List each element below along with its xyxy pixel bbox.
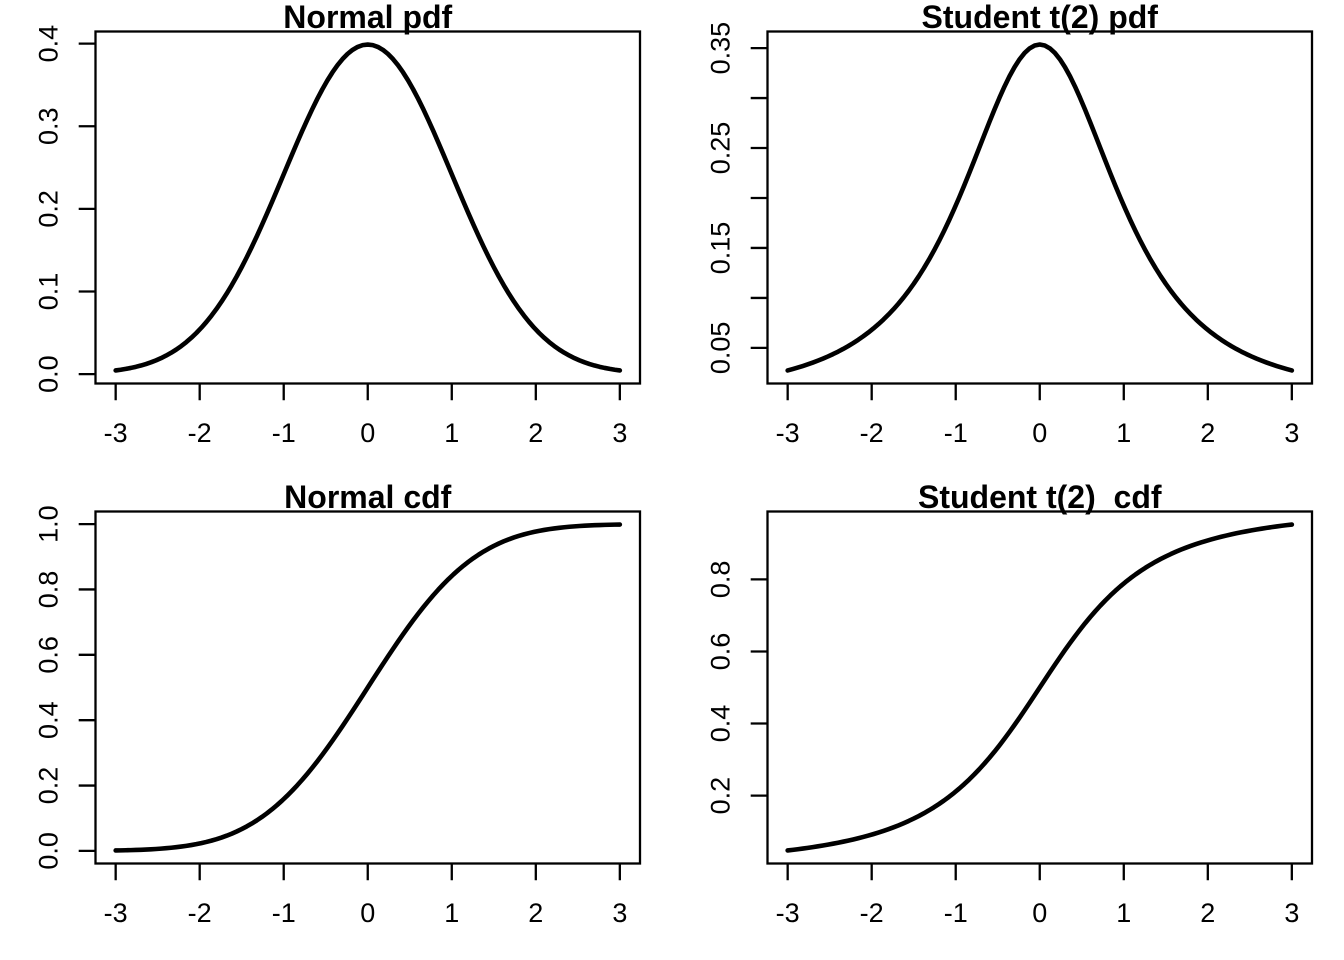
svg-text:-2: -2 [188, 898, 212, 928]
svg-text:0.0: 0.0 [34, 832, 64, 870]
svg-text:1: 1 [1116, 898, 1131, 928]
svg-text:-3: -3 [104, 898, 128, 928]
svg-text:0: 0 [1032, 418, 1047, 448]
svg-text:0.15: 0.15 [706, 222, 736, 275]
svg-text:0.1: 0.1 [34, 273, 64, 311]
svg-text:Student t(2) cdf: Student t(2) cdf [918, 479, 1162, 515]
svg-text:Student t(2) pdf: Student t(2) pdf [922, 0, 1159, 35]
svg-text:2: 2 [1200, 898, 1215, 928]
svg-text:-1: -1 [944, 418, 968, 448]
svg-text:0: 0 [360, 418, 375, 448]
svg-text:2: 2 [528, 418, 543, 448]
svg-text:0.4: 0.4 [706, 705, 736, 743]
svg-text:0.4: 0.4 [34, 25, 64, 63]
svg-text:Normal cdf: Normal cdf [284, 479, 451, 515]
svg-text:0.8: 0.8 [706, 561, 736, 599]
svg-text:-3: -3 [776, 898, 800, 928]
svg-text:0.05: 0.05 [706, 322, 736, 375]
svg-text:3: 3 [612, 898, 627, 928]
svg-text:-3: -3 [776, 418, 800, 448]
svg-text:-2: -2 [860, 898, 884, 928]
svg-text:0.4: 0.4 [34, 701, 64, 739]
svg-text:0.6: 0.6 [34, 636, 64, 674]
svg-text:0.25: 0.25 [706, 122, 736, 175]
svg-text:0.2: 0.2 [34, 190, 64, 228]
svg-text:0.6: 0.6 [706, 633, 736, 671]
svg-text:0.2: 0.2 [34, 767, 64, 805]
svg-text:1.0: 1.0 [34, 505, 64, 543]
svg-text:3: 3 [1284, 418, 1299, 448]
svg-text:-3: -3 [104, 418, 128, 448]
svg-text:3: 3 [612, 418, 627, 448]
svg-text:2: 2 [528, 898, 543, 928]
svg-text:0: 0 [360, 898, 375, 928]
svg-text:-1: -1 [272, 418, 296, 448]
svg-text:0: 0 [1032, 898, 1047, 928]
svg-text:1: 1 [444, 418, 459, 448]
svg-text:2: 2 [1200, 418, 1215, 448]
svg-text:0.2: 0.2 [706, 777, 736, 815]
svg-text:-1: -1 [944, 898, 968, 928]
svg-text:-2: -2 [188, 418, 212, 448]
svg-text:Normal pdf: Normal pdf [283, 0, 452, 35]
svg-text:0.35: 0.35 [706, 22, 736, 75]
svg-text:-1: -1 [272, 898, 296, 928]
svg-text:-2: -2 [860, 418, 884, 448]
svg-text:3: 3 [1284, 898, 1299, 928]
svg-text:1: 1 [444, 898, 459, 928]
svg-text:0.8: 0.8 [34, 571, 64, 609]
svg-text:0.0: 0.0 [34, 355, 64, 393]
svg-text:0.3: 0.3 [34, 108, 64, 146]
svg-text:1: 1 [1116, 418, 1131, 448]
